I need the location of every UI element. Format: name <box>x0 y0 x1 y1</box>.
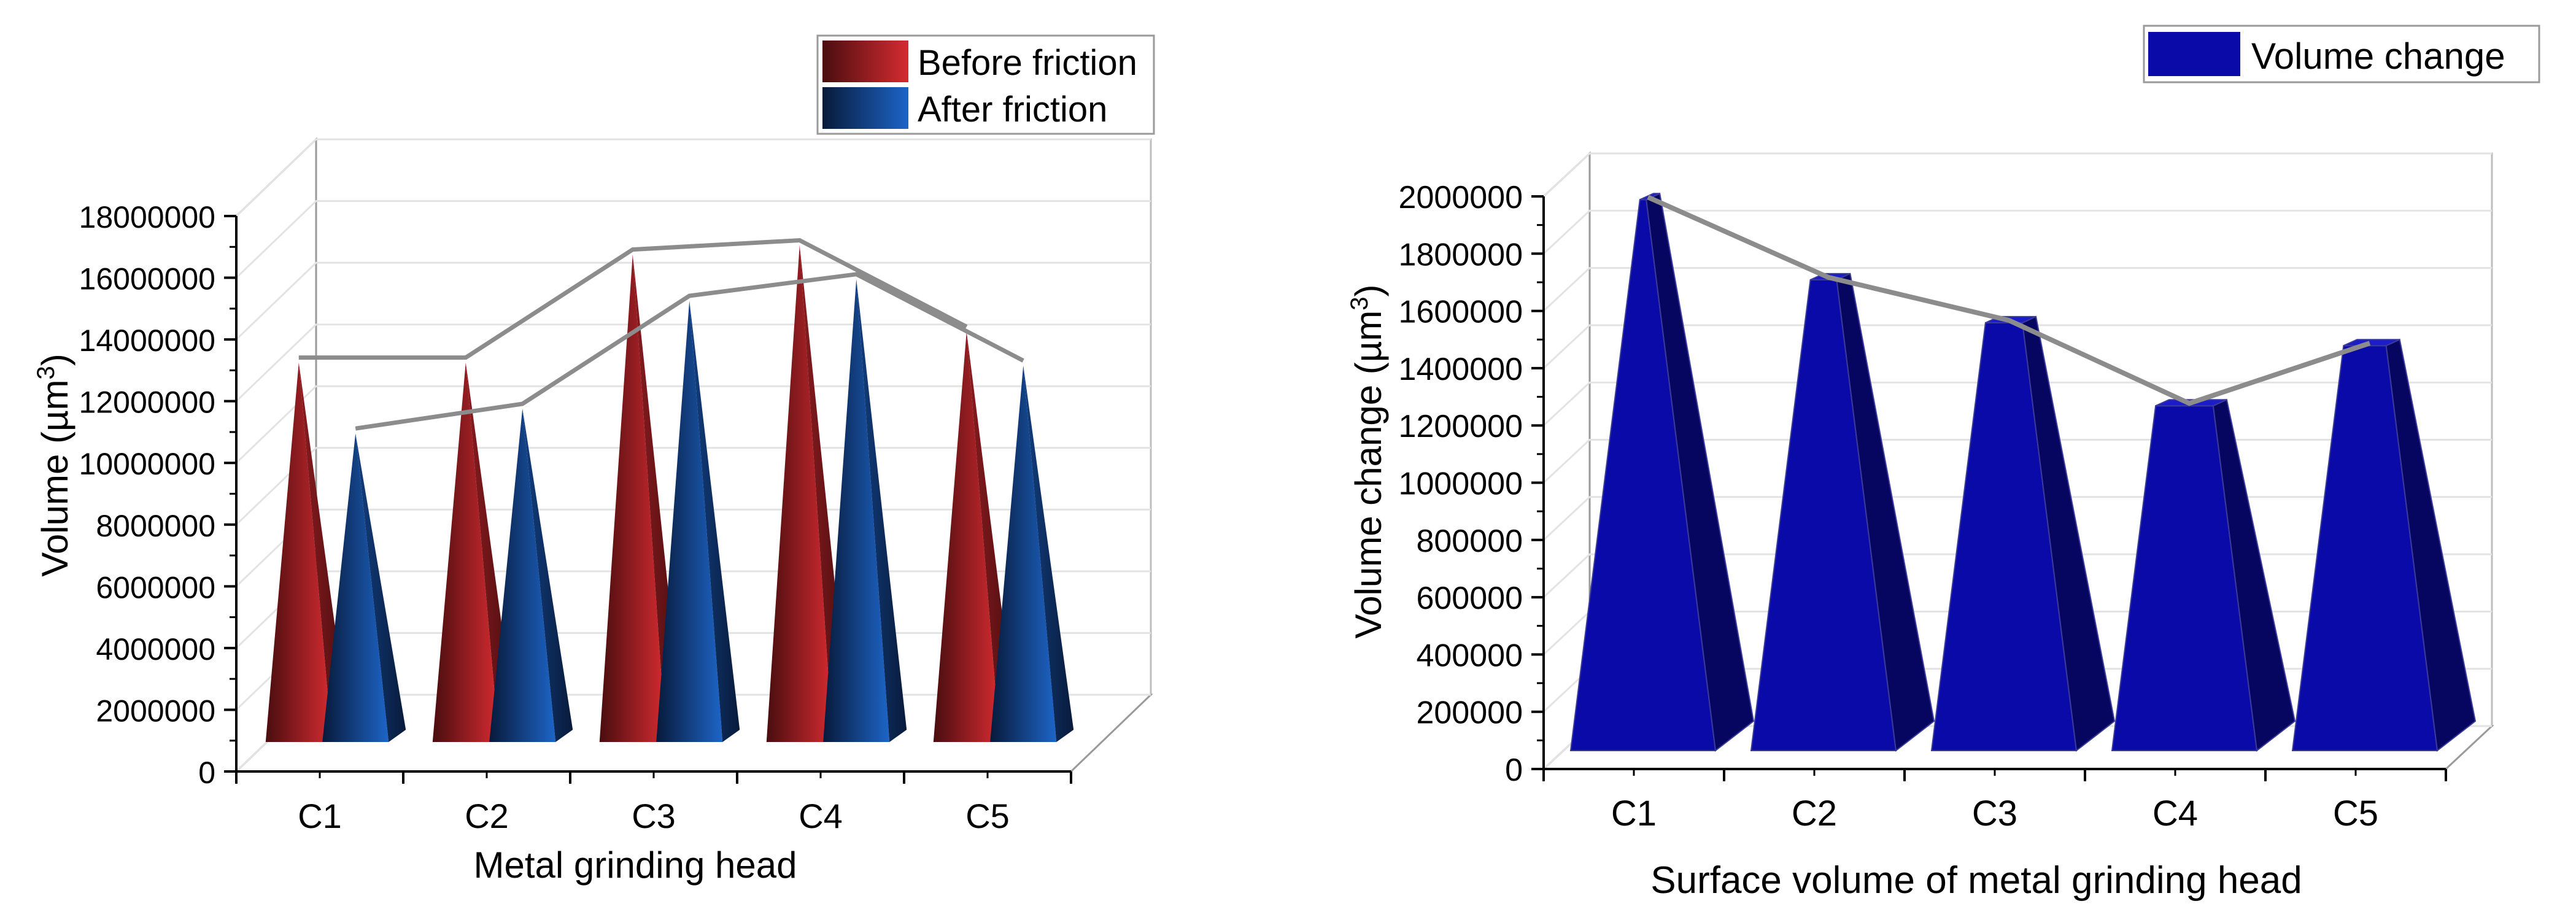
cone-before-friction-front <box>265 362 332 742</box>
trend-line-before-friction <box>298 238 968 360</box>
legend: Before friction After friction <box>816 34 1155 135</box>
gridline <box>1542 209 2492 255</box>
y-tick-label: 12000000 <box>79 385 215 420</box>
y-tick-label: 0 <box>198 756 215 790</box>
cone-after-friction-front <box>322 433 389 742</box>
x-tick-label: C1 <box>298 797 342 835</box>
chart-trend-lines <box>1647 195 2371 406</box>
cone-after-friction <box>656 301 740 742</box>
y-tick-label: 1600000 <box>1399 295 1523 330</box>
y-axis-title: Volume (µm3) <box>33 354 75 577</box>
pyramid-volume-change <box>2111 398 2296 752</box>
cone-after-friction-side <box>689 301 740 742</box>
chart-gridlines <box>1542 152 2492 770</box>
y-tick-label: 14000000 <box>79 323 215 358</box>
pyramid-volume-change <box>2291 338 2477 752</box>
chart-tick-labels: 0 200000 400000 600000 800000 1000000 1200000 1… <box>1399 180 2379 833</box>
cone-before-friction-front <box>933 331 1000 742</box>
y-axis-title: Volume change (µm3) <box>1346 284 1389 638</box>
x-axis-title: Surface volume of metal grinding head <box>1650 859 2302 902</box>
y-tick-label: 8000000 <box>96 509 215 543</box>
cone-after-friction-front <box>990 365 1057 742</box>
cone-after-friction-side <box>522 409 573 742</box>
cone-after-friction <box>489 409 573 742</box>
legend-label-before-friction: Before friction <box>918 43 1137 83</box>
cone-after-friction-front <box>823 279 890 742</box>
y-tick-label: 10000000 <box>79 447 215 481</box>
chart-before-after-volume: 0 2000000 4000000 6000000 8000000 10000000 120… <box>33 34 1155 886</box>
cone-after-friction <box>322 433 406 742</box>
y-tick-label: 200000 <box>1416 695 1523 731</box>
y-tick-label: 2000000 <box>96 694 215 728</box>
cone-after-friction-front <box>656 301 723 742</box>
x-tick-label: C1 <box>1611 794 1657 833</box>
chart-bars <box>1569 192 2477 752</box>
legend-label-after-friction: After friction <box>918 90 1107 129</box>
cone-after-friction-side <box>856 279 907 742</box>
y-tick-label: 18000000 <box>79 200 215 234</box>
cone-after-friction-side <box>1023 365 1074 742</box>
gridline <box>1542 381 2492 427</box>
legend-swatch-after-friction <box>822 87 908 129</box>
x-tick-label: C3 <box>632 797 676 835</box>
x-tick-label: C3 <box>1972 794 2017 833</box>
x-tick-label: C4 <box>2152 794 2198 833</box>
chart-volume-change: 0 200000 400000 600000 800000 1000000 1200000 1… <box>1346 25 2540 902</box>
cone-after-friction <box>823 279 907 742</box>
chart-axes <box>224 215 1072 784</box>
trend-line-after-friction <box>355 272 1024 431</box>
y-tick-label: 4000000 <box>96 632 215 667</box>
x-tick-label: C2 <box>465 797 509 835</box>
pyramid-top <box>2343 339 2400 347</box>
y-tick-label: 1200000 <box>1399 409 1523 444</box>
x-tick-label: C5 <box>965 797 1010 835</box>
pyramid-volume-change <box>1569 192 1755 752</box>
y-tick-label: 2000000 <box>1399 180 1523 215</box>
y-tick-label: 800000 <box>1416 524 1523 559</box>
gridline <box>1542 267 2492 312</box>
x-axis-title: Metal grinding head <box>473 845 797 886</box>
cone-after-friction-side <box>355 433 406 742</box>
y-tick-label: 1000000 <box>1399 466 1523 502</box>
gridline <box>1542 152 2492 198</box>
gridline <box>235 138 1151 217</box>
y-tick-label: 0 <box>1505 752 1523 788</box>
y-tick-label: 1800000 <box>1399 237 1523 273</box>
cone-before-friction-front <box>599 254 666 743</box>
y-tick-label: 16000000 <box>79 262 215 296</box>
legend-swatch-volume-change <box>2148 32 2240 76</box>
trend-line-volume-change <box>1647 195 2371 406</box>
x-tick-label: C2 <box>1792 794 1837 833</box>
legend-label-volume-change: Volume change <box>2251 36 2505 77</box>
legend: Volume change <box>2143 25 2540 83</box>
x-tick-label: C5 <box>2333 794 2378 833</box>
x-tick-label: C4 <box>799 797 843 835</box>
gridline <box>235 323 1151 402</box>
gridline <box>235 200 1151 279</box>
pyramid-volume-change <box>1930 315 2116 752</box>
cone-after-friction <box>990 365 1074 742</box>
cone-before-friction-front <box>766 245 833 742</box>
chart-trend-lines <box>298 238 1024 431</box>
gridline <box>235 385 1151 464</box>
chart-bars <box>265 245 1074 743</box>
cone-before-friction-front <box>432 362 499 742</box>
y-tick-label: 6000000 <box>96 570 215 605</box>
y-tick-label: 600000 <box>1416 581 1523 616</box>
gridline <box>1542 324 2492 369</box>
legend-swatch-before-friction <box>822 41 908 82</box>
y-tick-label: 1400000 <box>1399 352 1523 387</box>
cone-after-friction-front <box>489 409 556 742</box>
gridline <box>235 261 1151 341</box>
chart-axes <box>1531 195 2447 781</box>
y-tick-label: 400000 <box>1416 638 1523 673</box>
chart-tick-labels: 0 2000000 4000000 6000000 8000000 10000000 120… <box>79 200 1010 835</box>
